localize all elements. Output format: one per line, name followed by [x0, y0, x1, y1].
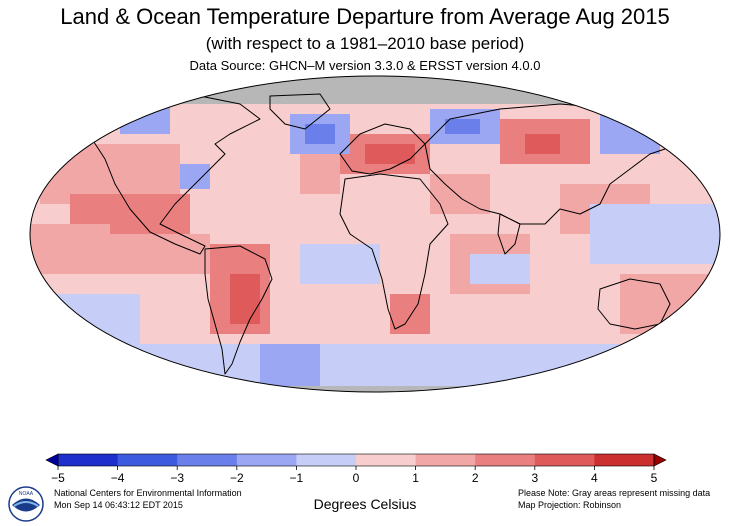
colorbar-tick-label: −1 [290, 471, 304, 485]
colorbar-swatch [415, 454, 476, 466]
map-body [30, 76, 720, 392]
colorbar-swatch [117, 454, 178, 466]
projection-note: Map Projection: Robinson [518, 500, 622, 510]
colorbar-swatch [236, 454, 297, 466]
north-america-outline [69, 93, 261, 255]
notes-block: Please Note: Gray areas represent missin… [518, 487, 710, 511]
greenland-outline [269, 93, 331, 130]
colorbar-swatch [296, 454, 357, 466]
colorbar-swatch [594, 454, 655, 466]
colorbar-swatch [58, 454, 119, 466]
map-subtitle: (with respect to a 1981–2010 base period… [205, 34, 525, 53]
colorbar-tick-label: 5 [651, 471, 658, 485]
colorbar-swatch [534, 454, 595, 466]
southern-ocean-cool-band [30, 344, 720, 386]
colorbar-tick-label: −3 [170, 471, 184, 485]
globe-outline [29, 75, 721, 393]
africa-outline [339, 173, 449, 330]
antarctica-outline [129, 391, 661, 392]
colorbar-ticks: −5 −4 −3 −2 −1 0 1 2 3 4 5 [51, 466, 658, 485]
south-america-outline [204, 245, 273, 375]
arctic-missing-data [30, 76, 720, 104]
colorbar-tick-label: 1 [412, 471, 419, 485]
colorbar: −5 −4 −3 −2 −1 0 1 2 3 4 5 [45, 453, 667, 485]
units-label: Degrees Celsius [313, 496, 417, 512]
colorbar-tick-label: 3 [531, 471, 538, 485]
map-title: Land & Ocean Temperature Departure from … [60, 4, 670, 29]
colorbar-swatch [475, 454, 536, 466]
antarctic-missing-data [30, 386, 720, 392]
generated-timestamp: Mon Sep 14 06:43:12 EDT 2015 [54, 500, 183, 510]
colorbar-min-arrow [45, 453, 59, 467]
organization-name: National Centers for Environmental Infor… [54, 488, 242, 498]
noaa-logo-text: NOAA [19, 491, 34, 497]
credit-block: National Centers for Environmental Infor… [54, 487, 242, 511]
colorbar-tick-label: 0 [353, 471, 360, 485]
colorbar-swatch [356, 454, 417, 466]
europe-outline [339, 123, 426, 175]
colorbar-swatch [177, 454, 238, 466]
colorbar-tick-label: 4 [591, 471, 598, 485]
noaa-logo: NOAA [8, 486, 44, 522]
colorbar-tick-label: −2 [230, 471, 244, 485]
colorbar-tick-label: −5 [51, 471, 65, 485]
colorbar-tick-label: 2 [472, 471, 479, 485]
indian-subcontinent-outline [497, 213, 521, 255]
missing-data-note: Please Note: Gray areas represent missin… [518, 488, 711, 498]
colorbar-swatches [45, 453, 667, 467]
data-source: Data Source: GHCN–M version 3.3.0 & ERSS… [189, 58, 541, 73]
temperature-anomaly-map [29, 75, 721, 393]
colorbar-max-arrow [653, 453, 667, 467]
colorbar-tick-label: −4 [111, 471, 125, 485]
